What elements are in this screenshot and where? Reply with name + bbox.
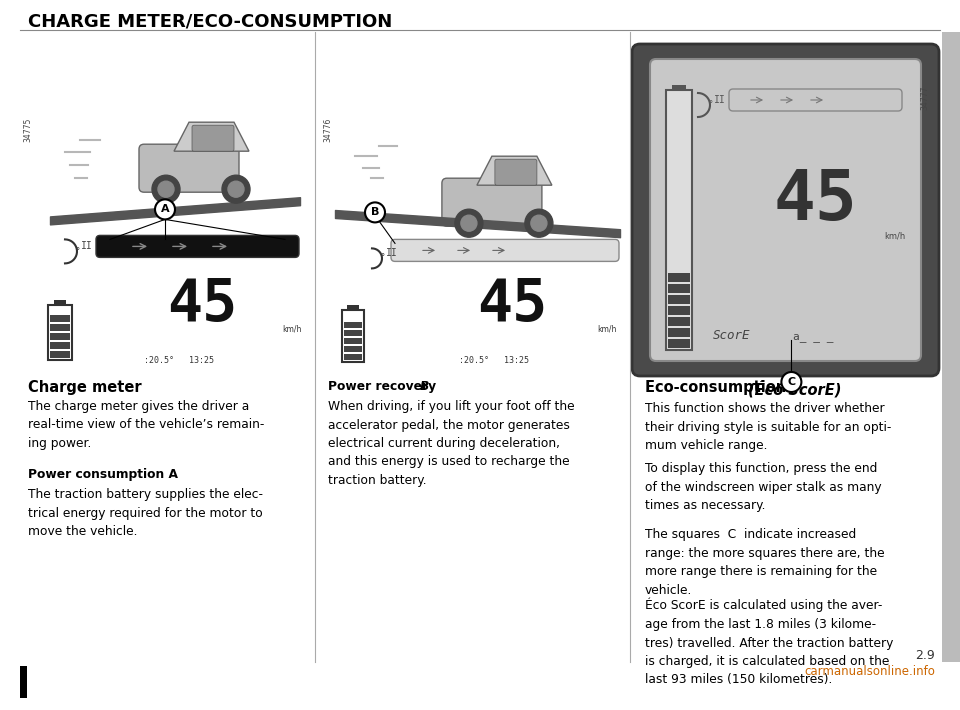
- Text: B: B: [420, 380, 429, 393]
- Text: 34777: 34777: [921, 86, 929, 110]
- Bar: [668, 295, 690, 304]
- Bar: [50, 324, 70, 331]
- Bar: [668, 328, 690, 337]
- Text: A: A: [160, 204, 169, 214]
- Polygon shape: [174, 122, 249, 151]
- Bar: [942, 32, 960, 662]
- Text: This function shows the driver whether
their driving style is suitable for an op: This function shows the driver whether t…: [645, 402, 892, 452]
- Text: 45: 45: [773, 167, 857, 234]
- Text: The traction battery supplies the elec-
trical energy required for the motor to
: The traction battery supplies the elec- …: [28, 488, 263, 538]
- Text: °: °: [75, 247, 79, 256]
- Bar: [50, 351, 70, 358]
- Text: :20.5°   13:25: :20.5° 13:25: [145, 356, 214, 365]
- Text: (Éco ScorE): (Éco ScorE): [748, 380, 841, 398]
- Text: km/h: km/h: [597, 324, 616, 333]
- FancyBboxPatch shape: [96, 236, 299, 258]
- FancyBboxPatch shape: [729, 89, 902, 111]
- Bar: [344, 330, 362, 336]
- FancyBboxPatch shape: [632, 44, 939, 376]
- FancyBboxPatch shape: [192, 125, 234, 151]
- Text: II: II: [82, 241, 93, 251]
- Circle shape: [152, 175, 180, 203]
- Text: B: B: [371, 207, 379, 217]
- Text: km/h: km/h: [282, 324, 301, 333]
- Bar: [344, 338, 362, 344]
- Circle shape: [228, 181, 244, 197]
- Circle shape: [781, 372, 802, 392]
- Bar: [668, 317, 690, 326]
- Circle shape: [365, 202, 385, 222]
- Bar: [347, 305, 359, 310]
- Text: Eco-consumption: Eco-consumption: [645, 380, 791, 395]
- Circle shape: [531, 215, 547, 231]
- FancyBboxPatch shape: [495, 159, 537, 185]
- Circle shape: [222, 175, 250, 203]
- Text: C: C: [787, 377, 796, 387]
- Text: Power recovery: Power recovery: [328, 380, 441, 393]
- Circle shape: [155, 200, 175, 219]
- Text: km/h: km/h: [884, 231, 905, 240]
- Text: 45: 45: [477, 276, 547, 333]
- Polygon shape: [477, 156, 552, 185]
- Bar: [672, 85, 686, 90]
- FancyBboxPatch shape: [442, 178, 541, 226]
- Bar: [50, 315, 70, 322]
- Text: °: °: [708, 100, 712, 109]
- Bar: [54, 300, 66, 305]
- Circle shape: [525, 209, 553, 237]
- Bar: [48, 305, 72, 360]
- Text: 45: 45: [168, 276, 238, 333]
- Text: II: II: [714, 95, 726, 105]
- Circle shape: [455, 209, 483, 237]
- Text: °: °: [380, 253, 384, 263]
- Text: When driving, if you lift your foot off the
accelerator pedal, the motor generat: When driving, if you lift your foot off …: [328, 400, 575, 487]
- Bar: [320, 50, 625, 370]
- Text: a_ _ _: a_ _ _: [793, 332, 833, 342]
- Bar: [20, 50, 310, 370]
- Bar: [50, 342, 70, 349]
- Bar: [668, 273, 690, 282]
- Circle shape: [158, 181, 174, 197]
- Text: The squares  C  indicate increased
range: the more squares there are, the
more r: The squares C indicate increased range: …: [645, 528, 884, 596]
- FancyBboxPatch shape: [650, 59, 921, 361]
- Text: Charge meter: Charge meter: [28, 380, 142, 395]
- Text: II: II: [386, 248, 397, 258]
- FancyBboxPatch shape: [391, 239, 619, 261]
- Bar: [668, 284, 690, 293]
- Text: CHARGE METER/ECO-CONSUMPTION: CHARGE METER/ECO-CONSUMPTION: [28, 13, 393, 31]
- Bar: [668, 306, 690, 315]
- Bar: [342, 310, 364, 362]
- Bar: [50, 333, 70, 340]
- Text: carmanualsonline.info: carmanualsonline.info: [804, 665, 935, 678]
- Bar: [344, 354, 362, 360]
- Text: The charge meter gives the driver a
real-time view of the vehicle’s remain-
ing : The charge meter gives the driver a real…: [28, 400, 264, 450]
- Text: 2.9: 2.9: [915, 649, 935, 662]
- Text: ScorE: ScorE: [713, 329, 751, 342]
- Text: 34775: 34775: [23, 118, 33, 142]
- Bar: [20, 666, 27, 698]
- Bar: [344, 346, 362, 352]
- Bar: [666, 90, 692, 350]
- Text: Éco ScorE is calculated using the aver-
age from the last 1.8 miles (3 kilome-
t: Éco ScorE is calculated using the aver- …: [645, 598, 894, 687]
- Bar: [344, 322, 362, 328]
- Text: To display this function, press the end
of the windscreen wiper stalk as many
ti: To display this function, press the end …: [645, 462, 881, 512]
- Circle shape: [461, 215, 477, 231]
- FancyBboxPatch shape: [139, 144, 239, 192]
- Text: Power consumption A: Power consumption A: [28, 468, 178, 481]
- Text: 34776: 34776: [324, 118, 332, 142]
- Text: :20.5°   13:25: :20.5° 13:25: [459, 356, 529, 365]
- Bar: [668, 339, 690, 348]
